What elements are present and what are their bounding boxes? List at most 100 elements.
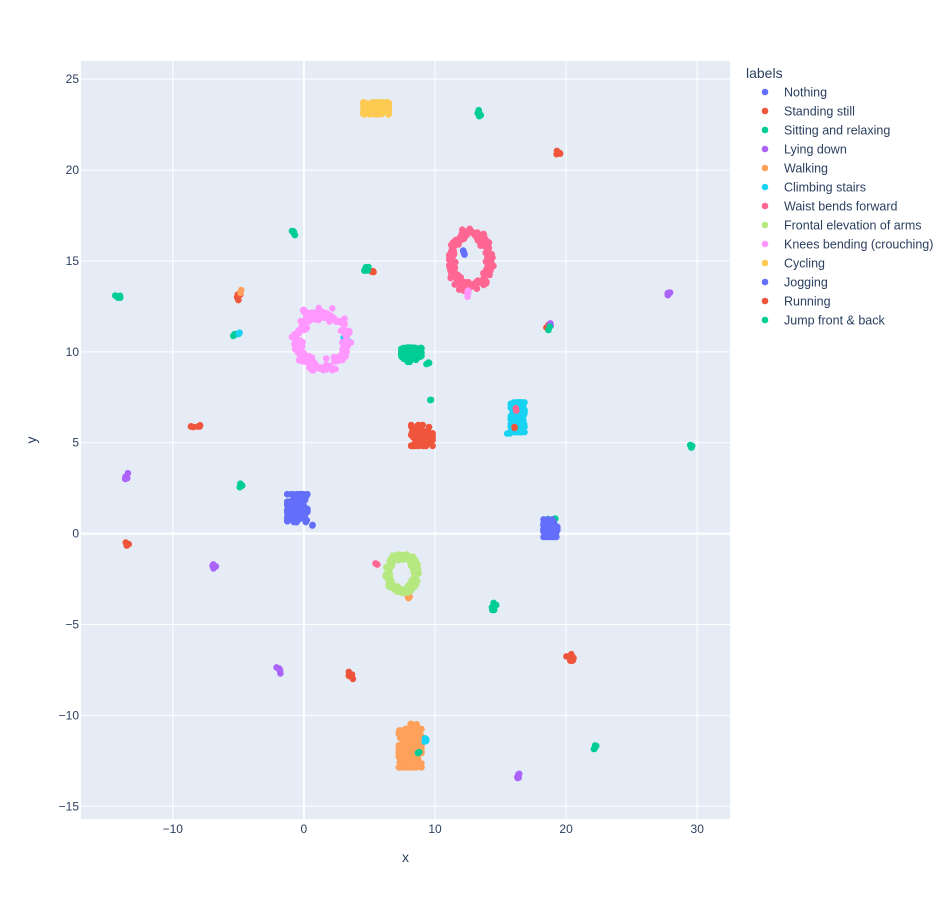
- legend-item[interactable]: Waist bends forward: [761, 200, 898, 214]
- data-point: [235, 330, 243, 338]
- data-point: [387, 556, 394, 563]
- legend-item[interactable]: Knees bending (crouching): [761, 238, 934, 252]
- legend-item[interactable]: Standing still: [761, 105, 855, 119]
- data-point: [400, 589, 408, 596]
- data-point: [398, 751, 405, 758]
- data-point: [410, 559, 417, 566]
- series-lying-down: [122, 289, 674, 782]
- series-frontal-elevation-of-arms: [382, 551, 423, 597]
- legend-marker: [761, 316, 769, 324]
- legend-item[interactable]: Jogging: [761, 276, 828, 290]
- data-point: [418, 764, 425, 771]
- legend-marker: [761, 259, 769, 267]
- series-knees-bending-crouching: [288, 287, 472, 374]
- x-tick-label: 0: [301, 822, 308, 836]
- data-point: [276, 666, 284, 674]
- legend-item[interactable]: Lying down: [761, 143, 847, 157]
- data-point: [422, 737, 430, 745]
- data-point: [341, 315, 348, 323]
- data-point: [308, 313, 315, 321]
- data-point: [237, 286, 245, 294]
- data-point: [450, 241, 457, 248]
- data-point: [422, 442, 430, 450]
- data-point: [492, 601, 500, 609]
- legend-item[interactable]: Frontal elevation of arms: [761, 219, 922, 233]
- data-point: [284, 490, 291, 498]
- legend-marker: [761, 221, 769, 229]
- data-point: [478, 277, 486, 284]
- legend-item[interactable]: Sitting and relaxing: [761, 124, 891, 138]
- data-point: [385, 102, 392, 110]
- legend-marker: [761, 145, 769, 153]
- data-point: [320, 366, 327, 374]
- data-point: [363, 100, 371, 107]
- legend-label: Walking: [784, 162, 828, 176]
- legend-marker: [761, 240, 769, 248]
- data-point: [518, 417, 525, 424]
- series-cycling: [360, 98, 392, 118]
- legend-label: Standing still: [784, 105, 855, 119]
- data-point: [512, 399, 520, 407]
- data-point: [397, 727, 404, 734]
- data-point: [369, 267, 377, 275]
- data-point: [411, 442, 419, 450]
- data-point: [460, 250, 468, 257]
- legend-marker: [761, 126, 769, 134]
- data-point: [450, 250, 458, 258]
- x-tick-label: 10: [428, 822, 442, 836]
- data-point: [664, 289, 672, 297]
- data-point: [540, 526, 547, 534]
- series-walking: [237, 286, 425, 771]
- legend-label: Sitting and relaxing: [784, 124, 890, 138]
- data-point: [418, 352, 425, 360]
- legend-marker: [761, 297, 769, 305]
- data-point: [460, 228, 468, 236]
- data-point: [475, 231, 483, 238]
- data-point: [328, 365, 336, 372]
- data-point: [480, 271, 488, 278]
- data-point: [124, 469, 132, 477]
- data-point: [312, 361, 320, 369]
- data-point: [429, 430, 436, 437]
- tick-labels: −10 0 10 20 30 −15 −10 −5 0 5 10 15 20 25: [59, 72, 705, 836]
- data-point: [452, 273, 459, 281]
- legend-label: Running: [784, 295, 831, 309]
- data-point: [511, 423, 518, 431]
- legend-item[interactable]: Jump front & back: [761, 314, 886, 328]
- data-point: [294, 511, 301, 518]
- legend-item[interactable]: Running: [761, 295, 831, 309]
- data-point: [377, 108, 384, 116]
- data-point: [408, 723, 416, 730]
- legend-label: Nothing: [784, 86, 827, 100]
- series-jump-front-back: [414, 323, 554, 757]
- data-point: [308, 354, 316, 361]
- x-tick-label: 30: [691, 822, 705, 836]
- legend-label: Frontal elevation of arms: [784, 219, 922, 233]
- data-point: [309, 522, 316, 529]
- legend-label: Jump front & back: [784, 314, 885, 328]
- data-point: [415, 437, 422, 445]
- data-point: [322, 355, 330, 362]
- data-point: [512, 416, 520, 424]
- data-points: [112, 98, 696, 782]
- legend-item[interactable]: Nothing: [761, 86, 827, 100]
- data-point: [548, 533, 555, 541]
- data-point: [412, 427, 420, 435]
- data-point: [297, 346, 305, 354]
- data-point: [423, 430, 430, 437]
- data-point: [386, 571, 393, 578]
- legend[interactable]: labels Nothing Standing still Sitting and …: [746, 65, 933, 328]
- data-point: [388, 578, 395, 586]
- data-point: [521, 399, 528, 406]
- data-point: [400, 762, 407, 770]
- data-point: [329, 305, 336, 312]
- legend-item[interactable]: Cycling: [761, 257, 825, 271]
- data-point: [293, 518, 300, 526]
- legend-items[interactable]: Nothing Standing still Sitting and relaxin…: [761, 86, 934, 328]
- data-point: [540, 516, 547, 523]
- data-point: [407, 762, 415, 770]
- legend-item[interactable]: Climbing stairs: [761, 181, 866, 195]
- y-tick-label: −5: [65, 618, 79, 632]
- legend-item[interactable]: Walking: [761, 162, 828, 176]
- data-point: [591, 742, 599, 750]
